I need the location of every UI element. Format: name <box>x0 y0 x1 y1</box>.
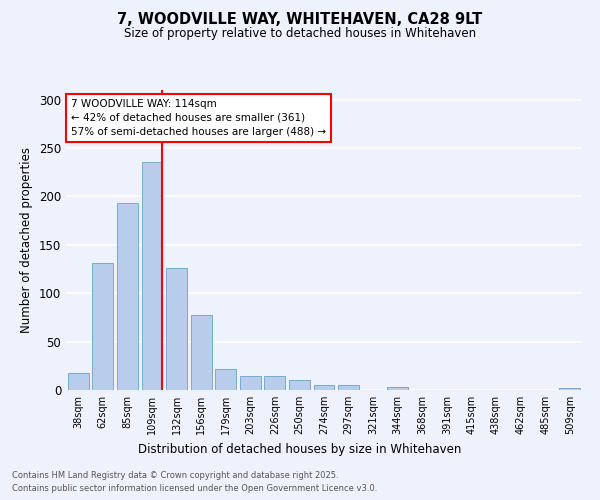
Bar <box>314 385 334 390</box>
Bar <box>68 372 89 390</box>
Text: 7, WOODVILLE WAY, WHITEHAVEN, CA28 9LT: 7, WOODVILLE WAY, WHITEHAVEN, CA28 9LT <box>118 12 482 28</box>
Bar <box>215 368 236 390</box>
Text: Distribution of detached houses by size in Whitehaven: Distribution of detached houses by size … <box>139 442 461 456</box>
Bar <box>338 385 359 390</box>
Bar <box>191 316 212 390</box>
Bar <box>92 263 113 390</box>
Y-axis label: Number of detached properties: Number of detached properties <box>20 147 34 333</box>
Bar <box>142 162 163 390</box>
Bar <box>559 388 580 390</box>
Bar <box>166 268 187 390</box>
Bar <box>265 376 286 390</box>
Text: Size of property relative to detached houses in Whitehaven: Size of property relative to detached ho… <box>124 28 476 40</box>
Text: 7 WOODVILLE WAY: 114sqm
← 42% of detached houses are smaller (361)
57% of semi-d: 7 WOODVILLE WAY: 114sqm ← 42% of detache… <box>71 99 326 137</box>
Bar <box>387 387 408 390</box>
Bar <box>117 203 138 390</box>
Text: Contains public sector information licensed under the Open Government Licence v3: Contains public sector information licen… <box>12 484 377 493</box>
Bar <box>240 376 261 390</box>
Bar <box>289 380 310 390</box>
Text: Contains HM Land Registry data © Crown copyright and database right 2025.: Contains HM Land Registry data © Crown c… <box>12 470 338 480</box>
